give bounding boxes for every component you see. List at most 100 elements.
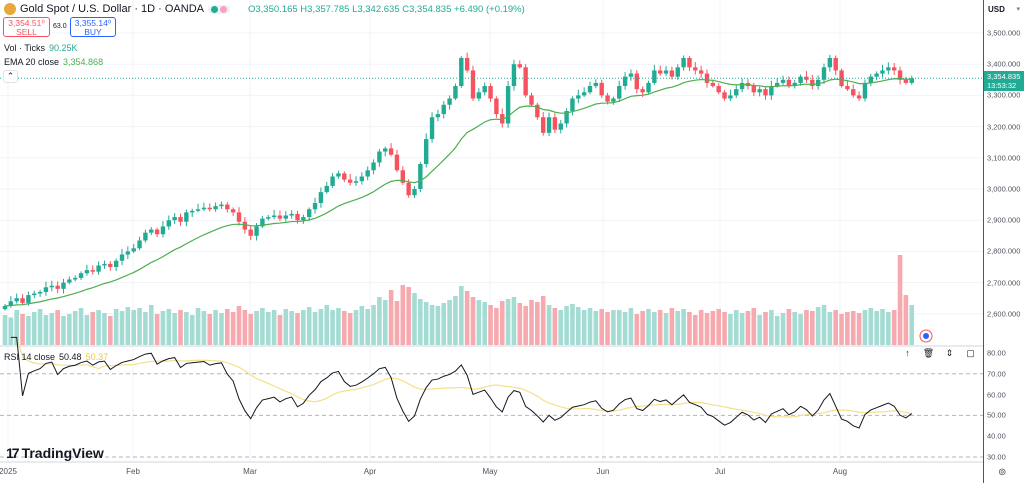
volume-bar xyxy=(55,310,60,345)
candle-body xyxy=(342,173,347,180)
delete-pane-icon[interactable]: 🗑 xyxy=(922,348,935,358)
volume-bar xyxy=(628,308,634,345)
candle-body xyxy=(780,79,786,83)
volume-legend[interactable]: Vol · Ticks 90.25K xyxy=(4,43,78,53)
time-tick-label: May xyxy=(482,467,498,476)
volume-bar xyxy=(119,311,125,345)
candle-body xyxy=(184,212,189,222)
ema-legend[interactable]: EMA 20 close 3,354.868 xyxy=(4,57,104,67)
candle-body xyxy=(892,67,897,71)
volume-bar xyxy=(792,312,798,345)
price-axis[interactable]: USD ▾ 3,500.000 3,400.000 3,300.000 3,200.0… xyxy=(983,0,1024,483)
volume-bar xyxy=(482,302,487,345)
volume-bar xyxy=(505,299,511,345)
volume-bar xyxy=(400,285,406,345)
candle-body xyxy=(43,287,49,292)
candle-body xyxy=(839,70,844,87)
candle-body xyxy=(535,104,540,118)
volume-bar xyxy=(359,306,365,345)
volume-bar xyxy=(856,313,862,345)
volume-bar xyxy=(739,313,745,345)
candle-body xyxy=(833,57,838,71)
rsi-tick-label: 70.00 xyxy=(987,369,1006,379)
candle-body xyxy=(611,98,616,102)
candle-body xyxy=(804,76,809,80)
candle-body xyxy=(266,217,271,219)
volume-bar xyxy=(377,297,382,345)
volume-bar xyxy=(634,314,640,345)
volume-bar xyxy=(84,315,90,345)
buy-button[interactable]: 3,355.14⁰ BUY xyxy=(70,17,116,37)
candle-body xyxy=(576,95,581,99)
volume-bar xyxy=(90,312,96,345)
candle-body xyxy=(605,95,610,102)
volume-bar xyxy=(347,313,353,345)
candle-body xyxy=(827,57,833,68)
settings-icon[interactable]: ⊚ xyxy=(998,467,1007,478)
volume-bar xyxy=(587,308,593,345)
move-pane-up-icon[interactable]: ↑ xyxy=(905,348,910,358)
volume-bar xyxy=(382,300,388,345)
volume-bar xyxy=(172,313,177,345)
volume-bar xyxy=(102,313,107,345)
volume-bar xyxy=(517,303,523,345)
candle-body xyxy=(295,213,300,221)
candle-body xyxy=(429,117,435,140)
candle-body xyxy=(242,221,248,230)
candle-body xyxy=(312,203,318,210)
candle-body xyxy=(160,226,166,235)
candle-body xyxy=(739,82,745,90)
chevron-down-icon[interactable]: ▾ xyxy=(1016,6,1020,13)
candle-body xyxy=(102,263,107,266)
volume-bar xyxy=(862,310,868,345)
volume-bar xyxy=(769,310,774,345)
volume-bar xyxy=(178,310,183,345)
price-tick-label: 3,000.000 xyxy=(987,184,1021,194)
candle-body xyxy=(587,86,593,93)
volume-bar xyxy=(306,307,312,345)
volume-bar xyxy=(336,308,341,345)
time-tick-label: Jul xyxy=(714,467,726,476)
volume-bar xyxy=(833,310,838,345)
market-status-icon[interactable] xyxy=(208,4,230,14)
symbol-title[interactable]: Gold Spot / U.S. Dollar · 1D · OANDA xyxy=(20,3,204,15)
price-tick-label: 3,100.000 xyxy=(987,153,1021,163)
price-chart[interactable] xyxy=(0,0,983,483)
candle-body xyxy=(388,148,394,155)
volume-bar xyxy=(213,310,218,345)
tradingview-logo[interactable]: 17 TradingView xyxy=(6,445,104,461)
rsi-tick-label: 50.00 xyxy=(987,410,1006,420)
candle-body xyxy=(792,82,797,87)
volume-bar xyxy=(722,312,727,345)
volume-bar xyxy=(804,310,809,345)
volume-bar xyxy=(230,312,236,345)
candle-body xyxy=(897,70,903,80)
volume-bar xyxy=(652,312,657,345)
collapse-legend-button[interactable]: ⌃ xyxy=(3,70,18,83)
candle-body xyxy=(412,189,417,196)
candle-body xyxy=(172,217,177,221)
volume-bar xyxy=(207,314,213,345)
volume-bar xyxy=(154,314,160,345)
collapse-pane-icon[interactable]: ⇕ xyxy=(945,348,954,358)
volume-bar xyxy=(523,306,528,345)
volume-bar xyxy=(254,311,259,345)
candle-body xyxy=(271,215,277,218)
maximize-pane-icon[interactable]: ▢ xyxy=(966,348,975,358)
volume-bar xyxy=(271,310,277,345)
sell-button[interactable]: 3,354.51⁰ SELL xyxy=(3,17,50,37)
currency-selector[interactable]: USD xyxy=(988,5,1005,14)
candle-body xyxy=(687,57,692,68)
volume-bar xyxy=(728,314,733,345)
rsi-tick-label: 30.00 xyxy=(987,452,1006,462)
candle-body xyxy=(55,285,60,289)
volume-bar xyxy=(780,313,786,345)
volume-bar xyxy=(657,310,663,345)
rsi-legend[interactable]: RSI 14 close 50.48 50.37 xyxy=(4,352,109,362)
symbol-header: Gold Spot / U.S. Dollar · 1D · OANDA O3,… xyxy=(4,3,525,15)
volume-bar xyxy=(295,313,300,345)
candle-body xyxy=(546,117,552,133)
candle-body xyxy=(371,162,376,171)
volume-bar xyxy=(698,310,704,345)
candle-body xyxy=(716,86,721,93)
